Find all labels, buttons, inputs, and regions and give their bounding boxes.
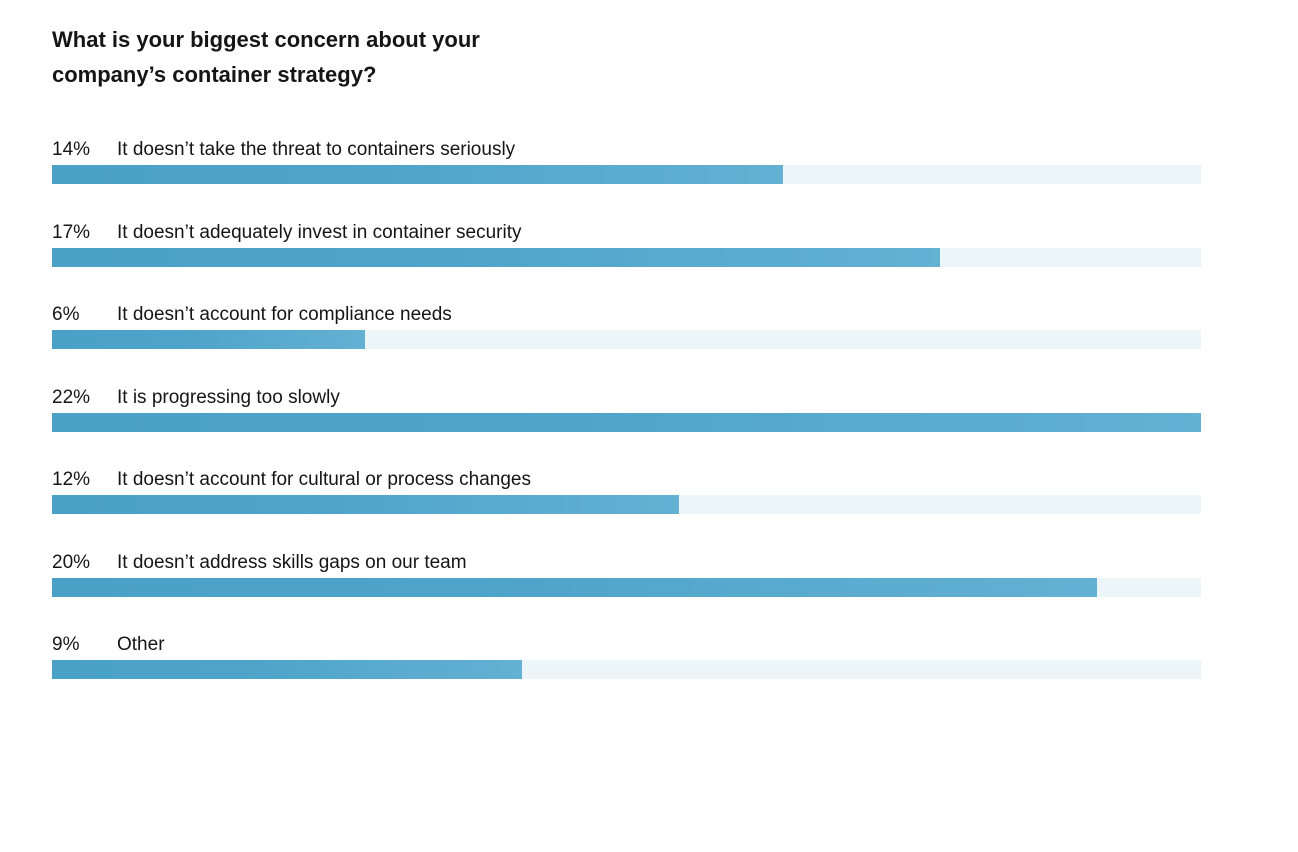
bar-label-row: 17% It doesn’t adequately invest in conta… — [52, 219, 1201, 247]
bar-track — [52, 165, 1201, 184]
bar — [52, 577, 1097, 597]
chart-title-line-1: What is your biggest concern about your — [52, 27, 480, 52]
bar-row: 6% It doesn’t account for compliance need… — [52, 301, 1201, 384]
bar-category-label: It doesn’t account for compliance needs — [117, 304, 452, 325]
bar-label-row: 6% It doesn’t account for compliance need… — [52, 301, 1201, 329]
bar-category-label: It doesn’t take the threat to containers… — [117, 139, 516, 160]
bar-row: 12% It doesn’t account for cultural or pr… — [52, 466, 1201, 549]
chart-title: What is your biggest concern about your … — [52, 22, 572, 92]
bar-category-label: It doesn’t account for cultural or proce… — [117, 469, 532, 490]
bar-value-label: 20% — [52, 551, 91, 573]
bar-value-label: 17% — [52, 221, 91, 243]
bar-value-label: 12% — [52, 469, 91, 490]
bar-value-label: 22% — [52, 386, 91, 408]
bar-label-row: 9% Other — [52, 631, 1201, 659]
bar-label-row: 22% It is progressing too slowly — [52, 384, 1201, 412]
bar — [52, 412, 1201, 432]
bar-track — [52, 495, 1201, 514]
bar-track — [52, 577, 1201, 597]
bar-value-label: 14% — [52, 139, 91, 160]
bar-row: 17% It doesn’t adequately invest in conta… — [52, 219, 1201, 302]
bar — [52, 330, 365, 349]
bar — [52, 165, 783, 184]
bar-track — [52, 660, 1201, 679]
bar-category-label: Other — [117, 634, 165, 655]
bar-category-label: It doesn’t address skills gaps on our te… — [117, 551, 467, 573]
bar-row: 20% It doesn’t address skills gaps on our… — [52, 549, 1201, 632]
bar-value-label: 9% — [52, 634, 80, 655]
bar-track — [52, 330, 1201, 349]
bar-category-label: It is progressing too slowly — [117, 386, 340, 408]
bar — [52, 495, 679, 514]
bar-label-row: 14% It doesn’t take the threat to contain… — [52, 136, 1201, 164]
bar-row: 14% It doesn’t take the threat to contain… — [52, 136, 1201, 219]
bar-track — [52, 412, 1201, 432]
bar-rows: 14% It doesn’t take the threat to contain… — [52, 136, 1201, 714]
bar-row: 9% Other — [52, 631, 1201, 714]
bar — [52, 247, 940, 267]
chart-title-line-2: company’s container strategy? — [52, 62, 377, 87]
bar — [52, 660, 522, 679]
bar-value-label: 6% — [52, 304, 80, 325]
bar-category-label: It doesn’t adequately invest in containe… — [117, 221, 522, 243]
bar-row: 22% It is progressing too slowly — [52, 384, 1201, 467]
bar-label-row: 12% It doesn’t account for cultural or pr… — [52, 466, 1201, 494]
bar-label-row: 20% It doesn’t address skills gaps on our… — [52, 549, 1201, 577]
bar-track — [52, 247, 1201, 267]
